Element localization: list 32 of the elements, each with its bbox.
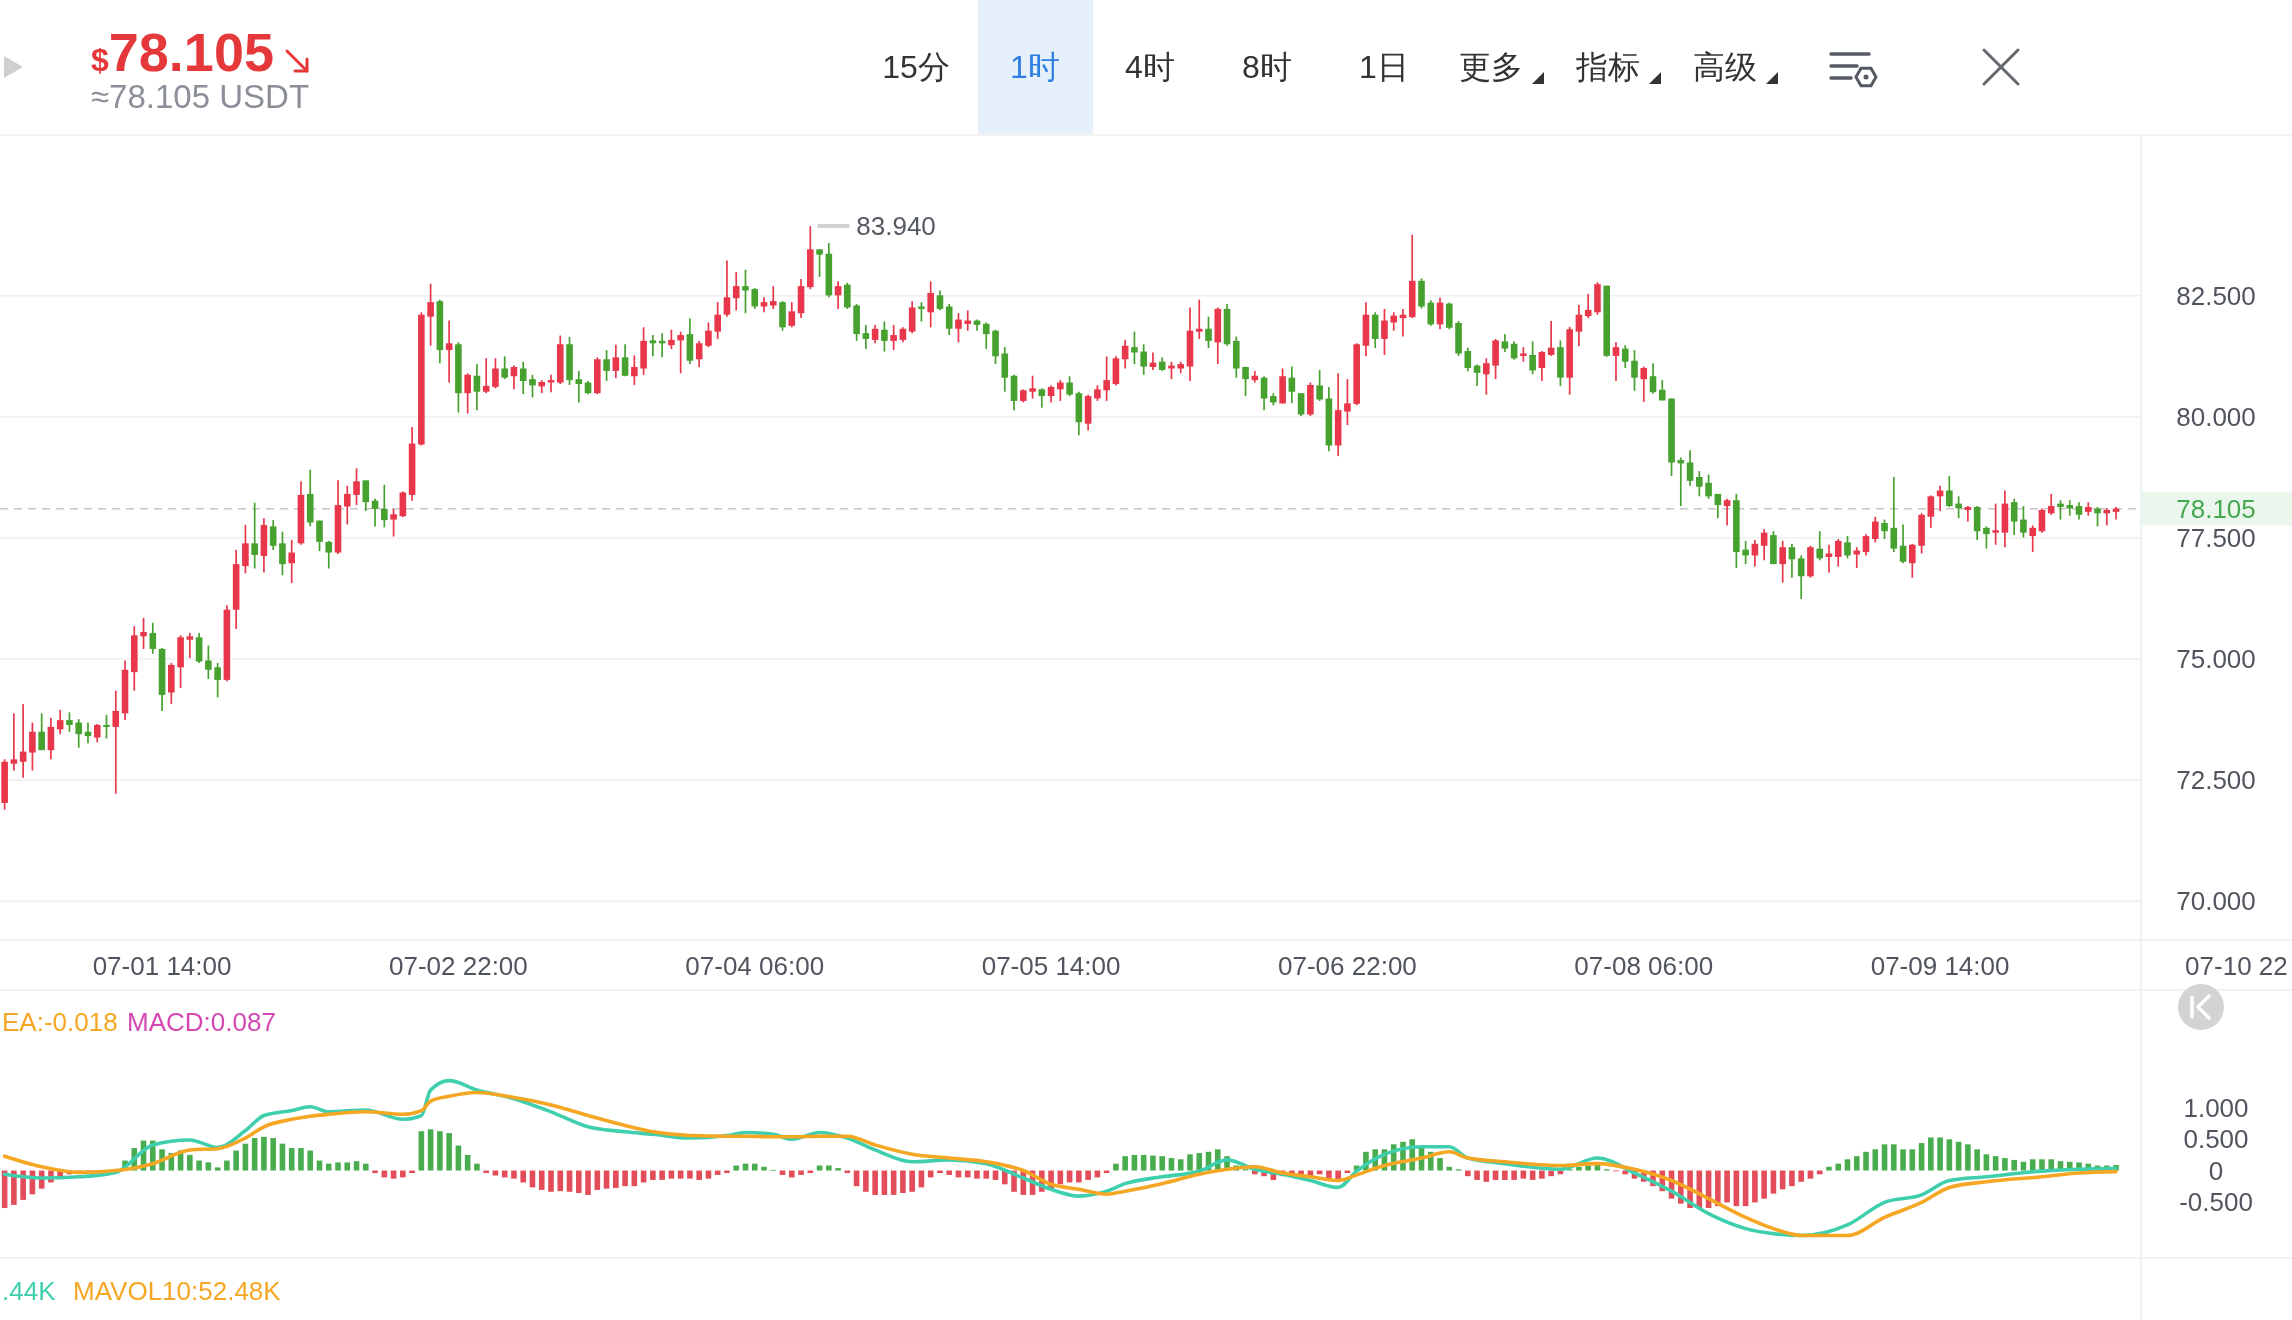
x-tick-label: 07-08 06:00 <box>1574 951 1714 981</box>
text: MAVOL10:52.48K <box>73 1276 282 1306</box>
y-tick-label: 1.000 <box>2183 1093 2249 1124</box>
x-tick-label: 07-06 22:00 <box>1278 951 1417 981</box>
y-tick-label: 0 <box>2208 1155 2224 1186</box>
text: 指标 <box>1575 49 1640 85</box>
text: 8时 <box>1242 49 1292 85</box>
x-tick-label: 07-10 22 <box>2185 951 2288 981</box>
text: 1时 <box>1010 49 1060 85</box>
text: 1日 <box>1359 49 1409 85</box>
text: 高级 <box>1693 49 1757 85</box>
y-tick-label: 72.500 <box>2176 765 2256 796</box>
y-tick-label: 75.000 <box>2176 644 2256 675</box>
text: 4时 <box>1125 49 1175 85</box>
text: .44K <box>2 1276 57 1306</box>
annotation: MACD:0.087 <box>127 1007 276 1037</box>
y-tick-label: 0.500 <box>2183 1124 2249 1155</box>
y-tick-label: 80.000 <box>2176 401 2256 432</box>
annotation: EA:-0.018 <box>2 1007 118 1037</box>
y-tick-label: 82.500 <box>2176 280 2256 311</box>
x-tick-label: 07-02 22:00 <box>389 951 528 981</box>
annotation: 83.940 <box>856 211 936 242</box>
y-tick-label: 70.000 <box>2176 886 2256 917</box>
ref-line-label: 78.105 <box>2176 493 2256 524</box>
text: 15分 <box>882 49 950 85</box>
x-tick-label: 07-05 14:00 <box>981 951 1121 981</box>
x-tick-label: 07-09 14:00 <box>1870 951 2010 981</box>
y-tick-label: -0.500 <box>2179 1186 2253 1217</box>
x-tick-label: 07-04 06:00 <box>685 951 825 981</box>
text: 更多 <box>1459 49 1523 85</box>
y-tick-label: 77.500 <box>2176 523 2256 553</box>
x-tick-label: 07-01 14:00 <box>92 951 232 981</box>
